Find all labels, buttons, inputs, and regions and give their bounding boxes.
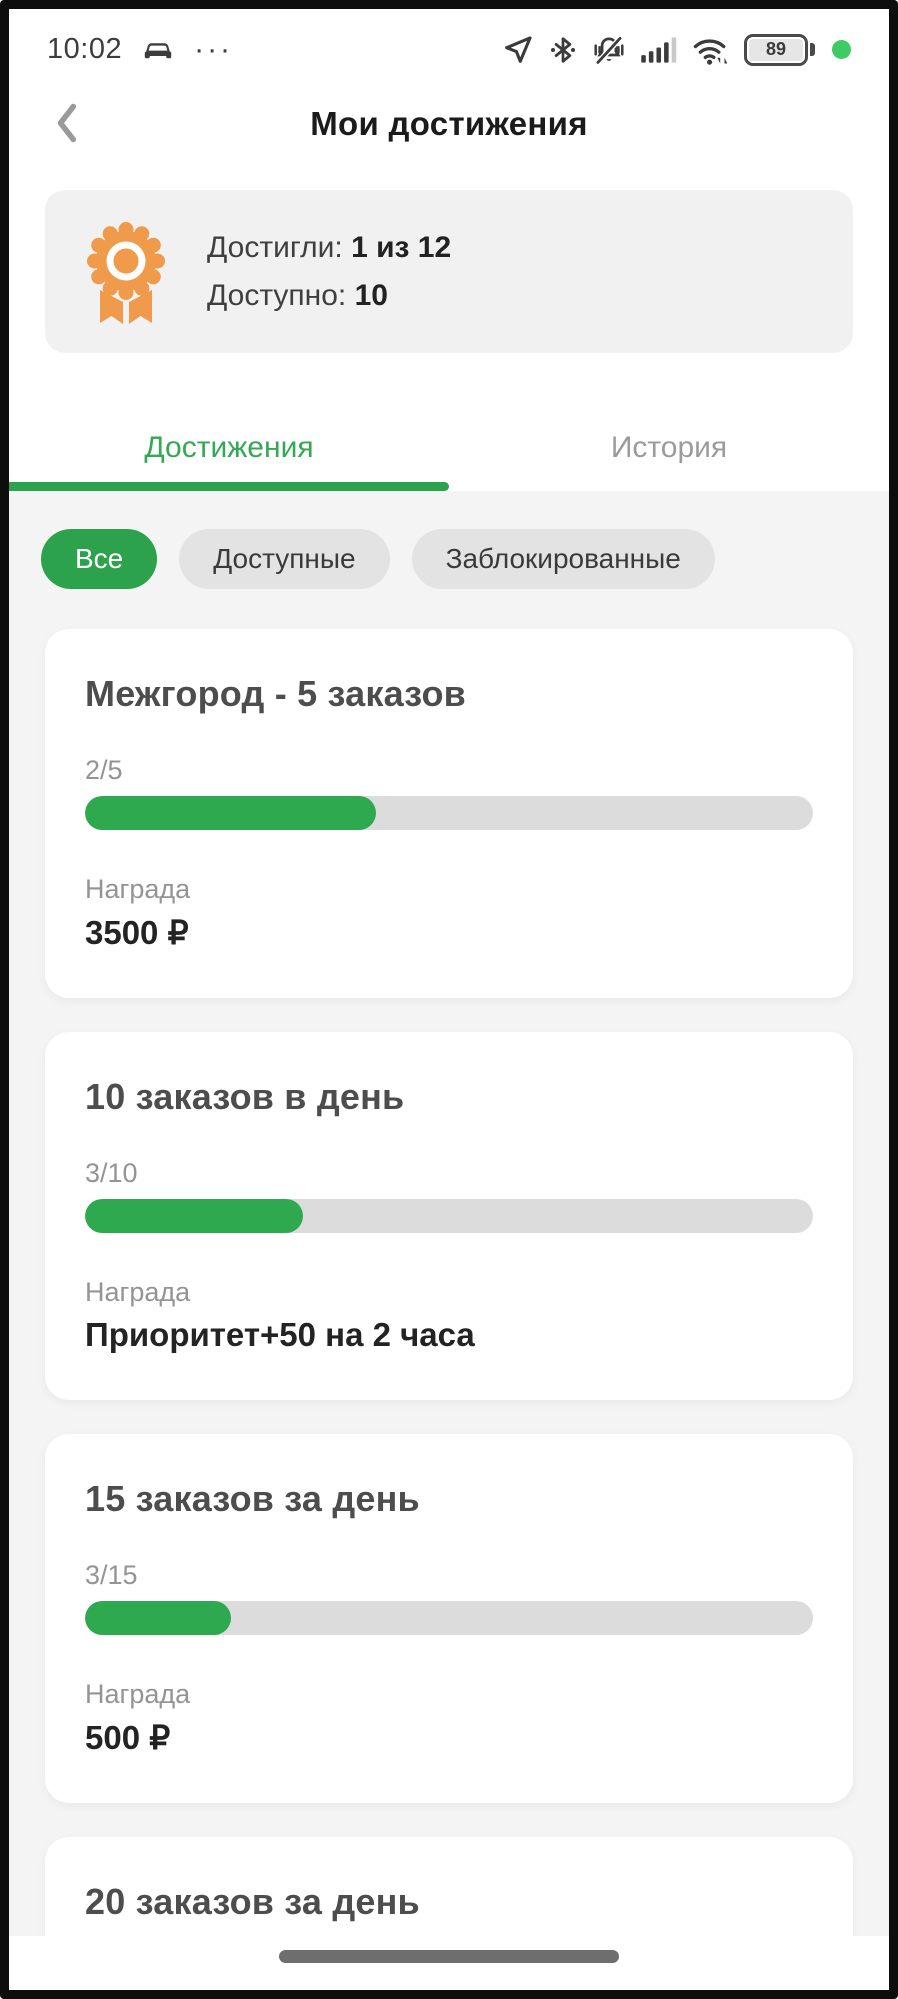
filter-chip[interactable]: Все <box>41 529 158 590</box>
achievement-title: 10 заказов в день <box>85 1076 405 1118</box>
filter-chip[interactable]: Доступные <box>179 529 390 590</box>
progress-bar-fill <box>85 1199 304 1234</box>
available-label: Доступно: <box>207 278 347 312</box>
filter-chips: Все Доступные Заблокированные <box>9 491 889 595</box>
achievement-card[interactable]: 10 заказов в день 3/10 Награда Приоритет… <box>45 1032 853 1401</box>
reward-label: Награда <box>85 874 191 905</box>
bluetooth-icon <box>551 37 575 63</box>
achievement-title: 20 заказов за день <box>85 1881 420 1923</box>
available-value: 10 <box>354 278 388 312</box>
achievement-card[interactable]: 15 заказов за день 3/15 Награда 500 ₽ <box>45 1434 853 1804</box>
page-title: Мои достижения <box>310 105 588 143</box>
achievement-title: Межгород - 5 заказов <box>85 673 466 715</box>
signal-icon <box>641 37 677 63</box>
progress-bar-fill <box>85 1601 231 1636</box>
medal-rosette-icon <box>87 221 165 324</box>
status-bar-right: 89 <box>501 33 851 67</box>
screen: 10:02 ··· <box>9 9 889 1990</box>
achieved-line: Достигли: 1 из 12 <box>207 231 451 265</box>
reward-value: 500 ₽ <box>85 1719 171 1757</box>
reward-value: Приоритет+50 на 2 часа <box>85 1316 475 1354</box>
navigation-icon <box>505 36 532 63</box>
status-bar: 10:02 ··· <box>9 9 889 73</box>
reward-label: Награда <box>85 1277 191 1308</box>
summary-text: Достигли: 1 из 12 Доступно: 10 <box>207 231 451 313</box>
tab-achievements[interactable]: Достижения <box>9 431 449 492</box>
progress-bar <box>85 1199 813 1234</box>
clock: 10:02 <box>47 33 123 66</box>
bottom-bar <box>9 1936 889 1990</box>
reward-label: Награда <box>85 1679 191 1710</box>
tab-label: История <box>610 431 728 465</box>
tab-active-underline <box>9 482 449 492</box>
progress-count: 3/10 <box>85 1158 138 1189</box>
battery-percent: 89 <box>749 38 803 61</box>
progress-bar <box>85 1601 813 1636</box>
tab-label: Достижения <box>144 431 314 465</box>
achieved-value: 1 из 12 <box>351 230 452 264</box>
achieved-label: Достигли: <box>207 230 343 264</box>
filter-chip[interactable]: Заблокированные <box>411 529 715 590</box>
achievement-cards: Межгород - 5 заказов 2/5 Награда 3500 ₽ … <box>9 595 889 1970</box>
chevron-left-icon <box>57 103 77 142</box>
achievement-card[interactable]: Межгород - 5 заказов 2/5 Награда 3500 ₽ <box>45 629 853 999</box>
achievements-summary-card: Достигли: 1 из 12 Доступно: 10 <box>45 190 853 354</box>
header: Мои достижения <box>9 99 889 151</box>
battery-icon: 89 <box>744 33 815 66</box>
progress-bar <box>85 796 813 831</box>
home-indicator[interactable] <box>279 1950 619 1963</box>
wifi-icon <box>693 39 728 65</box>
achievements-content: Все Доступные Заблокированные Межгород -… <box>9 491 889 1990</box>
reward-value: 3500 ₽ <box>85 914 189 952</box>
progress-count: 2/5 <box>85 755 123 786</box>
progress-bar-fill <box>85 796 377 831</box>
tab-bar: Достижения История <box>9 431 889 492</box>
tab-history[interactable]: История <box>449 431 889 491</box>
status-bar-left: 10:02 ··· <box>47 33 233 66</box>
online-status-dot <box>832 40 851 60</box>
progress-count: 3/15 <box>85 1560 138 1591</box>
achievement-title: 15 заказов за день <box>85 1478 420 1520</box>
mute-vibrate-icon <box>594 36 624 65</box>
overflow-dots-icon: ··· <box>194 32 234 66</box>
back-button[interactable] <box>51 101 91 145</box>
car-icon <box>144 43 172 59</box>
available-line: Доступно: 10 <box>207 279 451 313</box>
